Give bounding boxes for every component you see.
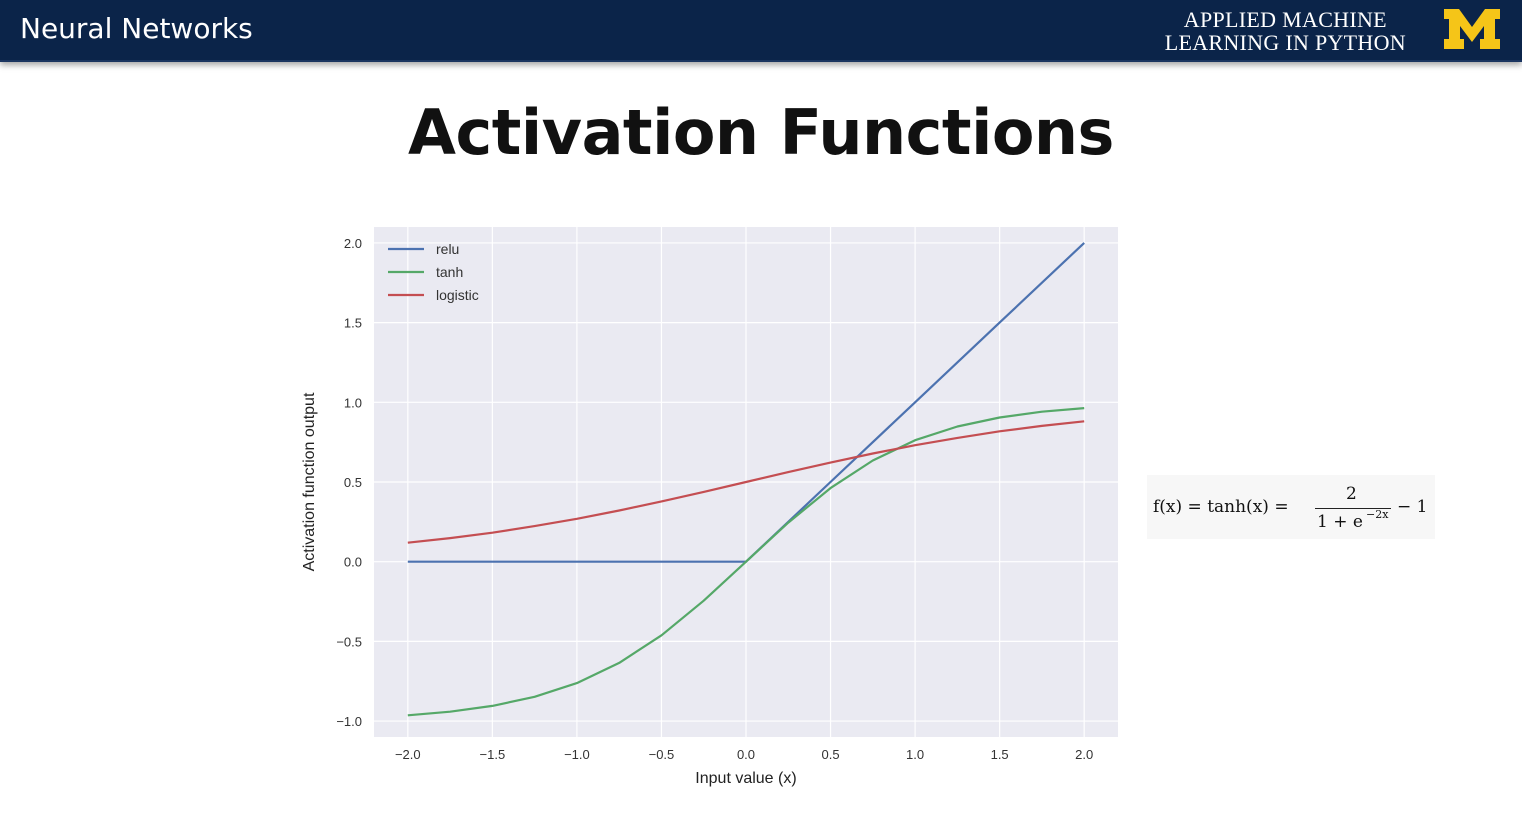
y-tick-label: 1.0 [344,395,362,410]
y-tick-label: −1.0 [336,714,362,729]
slide-header: Neural Networks APPLIED MACHINE LEARNING… [0,0,1522,62]
course-brand: APPLIED MACHINE LEARNING IN PYTHON [1165,8,1406,54]
formula-tail: − 1 [1397,497,1428,517]
tanh-formula: f(x) = tanh(x) = 2 1 + e −2x − 1 [1147,475,1435,539]
x-tick-label: 1.5 [991,747,1009,762]
x-tick-label: −0.5 [649,747,675,762]
y-tick-label: 0.0 [344,555,362,570]
x-tick-label: −1.5 [480,747,506,762]
legend-label-relu: relu [436,241,459,257]
x-tick-label: 0.5 [822,747,840,762]
x-tick-label: 1.0 [906,747,924,762]
legend-label-tanh: tanh [436,264,463,280]
header-title: Neural Networks [20,12,253,45]
series-line-logistic [407,420,1085,544]
slide-title: Activation Functions [408,96,1114,169]
y-tick-label: 1.5 [344,316,362,331]
x-tick-label: −2.0 [395,747,421,762]
x-tick-label: −1.0 [564,747,590,762]
formula-numerator: 2 [1346,484,1357,504]
university-logo-icon [1444,9,1500,49]
y-tick-label: 2.0 [344,236,362,251]
series-line-tanh [407,407,1085,717]
brand-line-2: LEARNING IN PYTHON [1164,30,1406,55]
formula-lhs: f(x) = tanh(x) = [1153,497,1289,517]
x-tick-label: 0.0 [737,747,755,762]
y-tick-label: 0.5 [344,475,362,490]
y-tick-label: −0.5 [336,634,362,649]
legend-label-logistic: logistic [436,287,479,303]
x-axis-label: Input value (x) [695,770,796,787]
x-tick-label: 2.0 [1075,747,1093,762]
activation-chart: −2.0 −1.5 −1.0 −0.5 0.0 0.5 1.0 1.5 2.0 −1.0 −0.5 0… [301,227,1118,787]
formula-denominator: 1 + e [1317,512,1363,532]
y-axis-label: Activation function output [301,392,318,571]
fraction-bar [1315,508,1391,509]
formula-exponent: −2x [1366,508,1389,521]
brand-line-1: APPLIED MACHINE [1183,7,1387,32]
